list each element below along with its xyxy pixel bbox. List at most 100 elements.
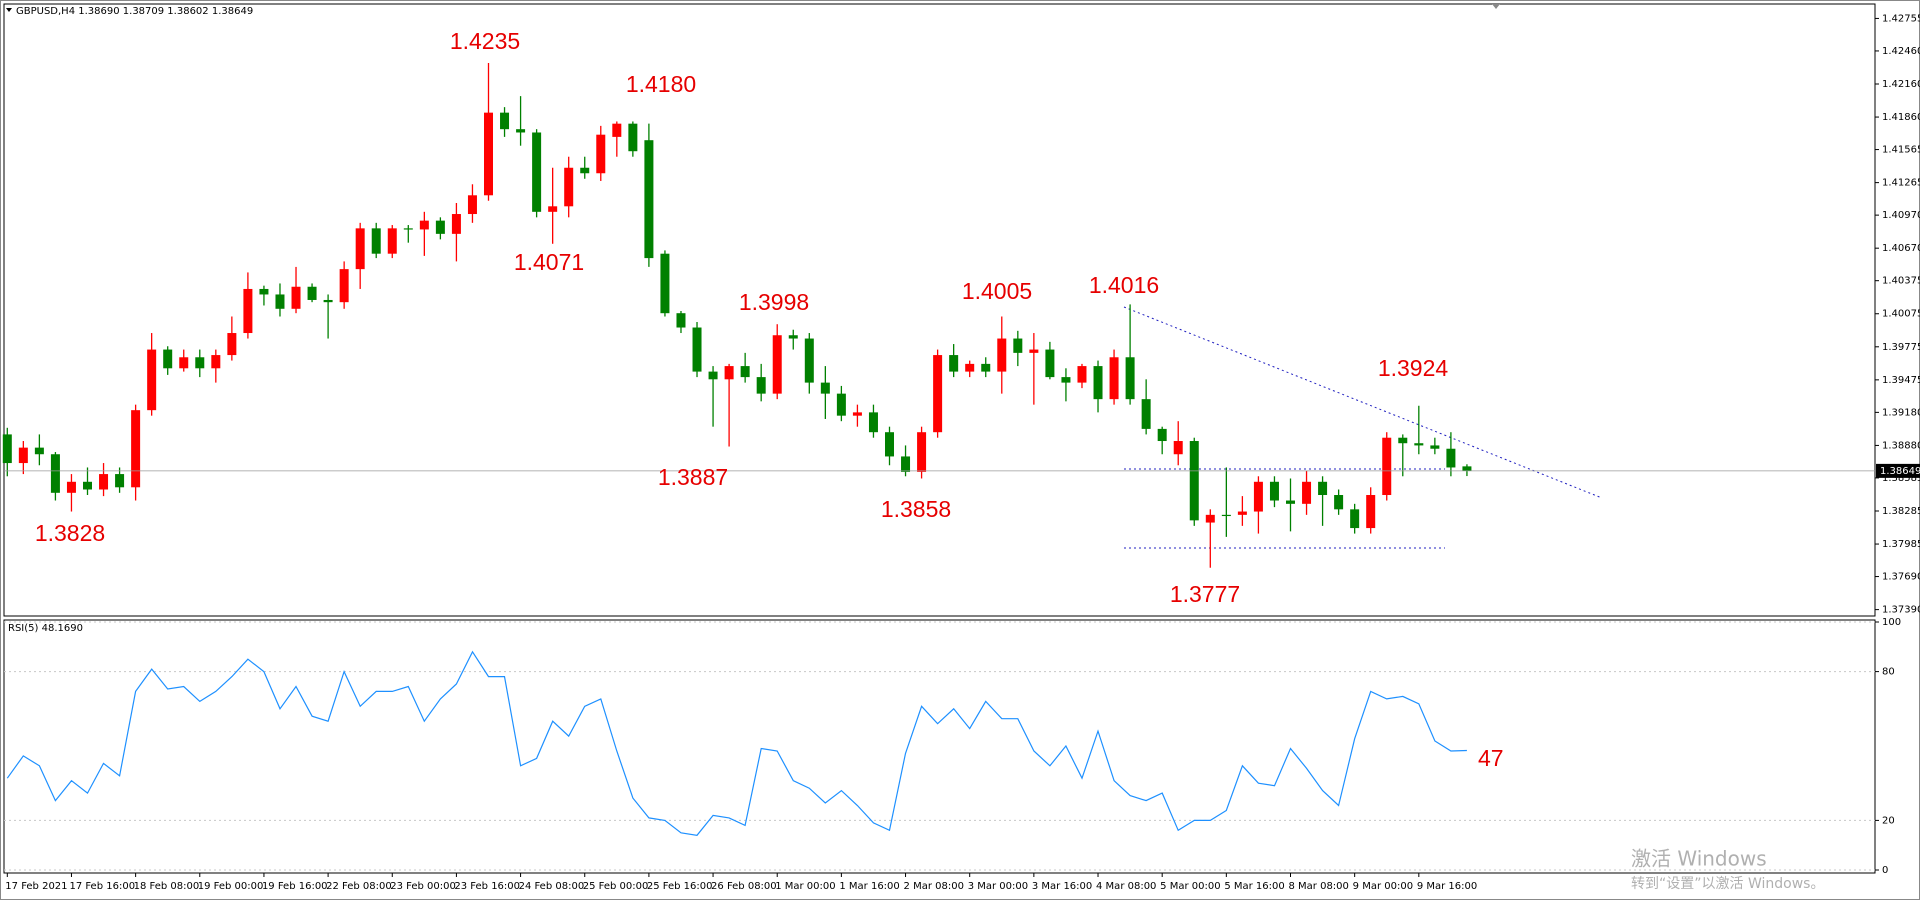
candle-body xyxy=(596,134,606,174)
candle-body xyxy=(1141,399,1151,429)
swing-label: 1.3998 xyxy=(739,289,809,315)
candle-body xyxy=(564,167,574,207)
swing-label: 1.4180 xyxy=(626,71,696,97)
x-tick-label: 25 Feb 16:00 xyxy=(647,881,713,892)
candle-body xyxy=(66,481,76,493)
candle-body xyxy=(179,357,189,369)
swing-label: 1.3777 xyxy=(1170,581,1240,607)
candle-body xyxy=(131,410,141,488)
candle-body xyxy=(1205,514,1215,523)
y-tick-label: 1.42755 xyxy=(1882,13,1920,24)
y-tick-label: 1.41860 xyxy=(1882,112,1920,123)
candle-body xyxy=(1173,441,1183,455)
candle-body xyxy=(227,333,237,356)
candle-body xyxy=(1269,481,1279,501)
candle-body xyxy=(403,228,413,230)
candle-body xyxy=(1253,481,1263,512)
candle-body xyxy=(1189,441,1199,521)
menu-icon[interactable] xyxy=(6,8,12,12)
candle-body xyxy=(981,363,991,372)
candle-body xyxy=(1125,357,1135,400)
y-tick-label: 1.37690 xyxy=(1882,572,1920,583)
candle-body xyxy=(419,220,429,230)
swing-label: 1.4071 xyxy=(514,249,584,275)
x-tick-label: 5 Mar 16:00 xyxy=(1224,881,1284,892)
candle-body xyxy=(147,349,157,411)
candle-body xyxy=(323,299,333,303)
y-tick-label: 1.38880 xyxy=(1882,440,1920,451)
candle-body xyxy=(195,357,205,369)
candle-body xyxy=(500,112,510,130)
candle-body xyxy=(1013,338,1023,353)
candle-body xyxy=(435,220,445,234)
candle-body xyxy=(997,338,1007,372)
watermark: 激活 Windows xyxy=(1631,847,1767,871)
swing-label: 1.3858 xyxy=(881,496,951,522)
candle-body xyxy=(387,228,397,254)
candle-body xyxy=(1286,500,1295,504)
shift-marker xyxy=(1492,4,1500,9)
candle-body xyxy=(532,132,542,212)
price-label: 1.38649 xyxy=(1880,466,1920,477)
candle-body xyxy=(1446,448,1456,468)
candle-body xyxy=(1414,443,1424,446)
x-tick-label: 3 Mar 16:00 xyxy=(1032,881,1092,892)
candle-body xyxy=(740,366,750,378)
candle-body xyxy=(339,269,349,303)
watermark: 转到“设置”以激活 Windows。 xyxy=(1631,875,1824,892)
candle-body xyxy=(644,140,654,259)
x-tick-label: 8 Mar 08:00 xyxy=(1289,881,1349,892)
swing-label: 1.3924 xyxy=(1378,355,1449,381)
x-tick-label: 17 Feb 2021 xyxy=(5,881,67,892)
y-tick-label: 1.37985 xyxy=(1882,539,1920,550)
y-tick-label: 1.39775 xyxy=(1882,342,1920,353)
candle-body xyxy=(259,288,269,295)
rsi-label: 47 xyxy=(1478,745,1504,771)
candle-body xyxy=(211,355,221,369)
candle-body xyxy=(484,112,493,196)
x-tick-label: 2 Mar 08:00 xyxy=(904,881,964,892)
y-tick-label: 1.37390 xyxy=(1882,605,1920,616)
y-tick-label: 1.42160 xyxy=(1882,79,1920,90)
candle-body xyxy=(772,335,782,394)
rsi-panel xyxy=(3,619,1876,874)
candle-body xyxy=(1237,511,1247,515)
candle-body xyxy=(50,454,60,493)
candle-body xyxy=(692,327,702,372)
candle-body xyxy=(852,412,862,416)
candle-body xyxy=(1077,366,1087,383)
x-tick-label: 23 Feb 00:00 xyxy=(390,881,456,892)
candle-body xyxy=(724,366,734,380)
y-tick-label: 1.41565 xyxy=(1882,145,1920,156)
candle-body xyxy=(933,355,943,433)
candle-body xyxy=(467,195,477,215)
candle-body xyxy=(660,253,670,314)
candle-body xyxy=(163,349,173,369)
x-tick-label: 9 Mar 16:00 xyxy=(1417,881,1477,892)
swing-label: 1.4016 xyxy=(1089,272,1159,298)
candle-body xyxy=(1093,366,1103,400)
candle-body xyxy=(275,294,285,309)
candle-body xyxy=(949,355,959,372)
candle-body xyxy=(756,377,766,394)
candle-body xyxy=(820,382,830,394)
swing-label: 1.4005 xyxy=(962,278,1032,304)
x-tick-label: 17 Feb 16:00 xyxy=(69,881,135,892)
candle-body xyxy=(548,206,558,212)
rsi-title: RSI(5) 48.1690 xyxy=(8,623,83,634)
trend-line xyxy=(1123,306,1603,499)
y-tick-label: 0 xyxy=(1882,865,1888,876)
candle-body xyxy=(901,456,911,472)
rsi-line xyxy=(6,650,1467,836)
candle-body xyxy=(868,412,878,433)
y-tick-label: 1.40970 xyxy=(1882,210,1920,221)
candle-body xyxy=(1157,428,1167,442)
y-tick-label: 20 xyxy=(1882,815,1895,826)
candle-body xyxy=(580,167,590,174)
candle-body xyxy=(708,371,718,380)
swing-label: 1.4235 xyxy=(450,28,520,54)
y-tick-label: 100 xyxy=(1882,617,1901,628)
x-tick-label: 3 Mar 00:00 xyxy=(968,881,1028,892)
